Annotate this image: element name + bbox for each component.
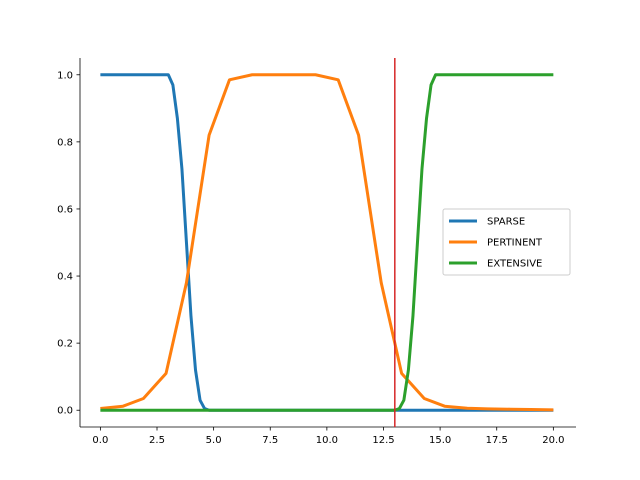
x-tick-label: 10.0 xyxy=(316,435,338,446)
y-tick-label: 0.6 xyxy=(57,204,73,215)
x-tick-label: 17.5 xyxy=(486,435,508,446)
legend-box xyxy=(442,208,571,276)
legend: SPARSE PERTINENT EXTENSIVE xyxy=(442,208,571,276)
x-tick-label: 15.0 xyxy=(429,435,451,446)
y-tick-label: 0.4 xyxy=(57,272,73,283)
axes: 0.0 2.5 5.0 7.5 10.0 12.5 15.0 17.5 20.0 0.0 0.2 0.… xyxy=(57,58,576,446)
legend-label-pertinent: PERTINENT xyxy=(487,238,543,249)
x-tick-label: 20.0 xyxy=(542,435,564,446)
legend-label-extensive: EXTENSIVE xyxy=(487,259,542,270)
y-tick-label: 0.2 xyxy=(57,339,73,350)
x-tick-label: 12.5 xyxy=(372,435,394,446)
y-tick-label: 1.0 xyxy=(57,70,73,81)
series-group xyxy=(100,73,554,412)
x-tick-label: 2.5 xyxy=(149,435,165,446)
y-tick-label: 0.0 xyxy=(57,406,73,417)
series-line-pertinent xyxy=(100,73,554,412)
y-tick-label: 0.8 xyxy=(57,137,73,148)
legend-label-sparse: SPARSE xyxy=(487,217,525,228)
series-line-extensive xyxy=(100,73,554,412)
x-tick-label: 7.5 xyxy=(262,435,278,446)
x-tick-label: 5.0 xyxy=(206,435,222,446)
x-tick-label: 0.0 xyxy=(92,435,108,446)
